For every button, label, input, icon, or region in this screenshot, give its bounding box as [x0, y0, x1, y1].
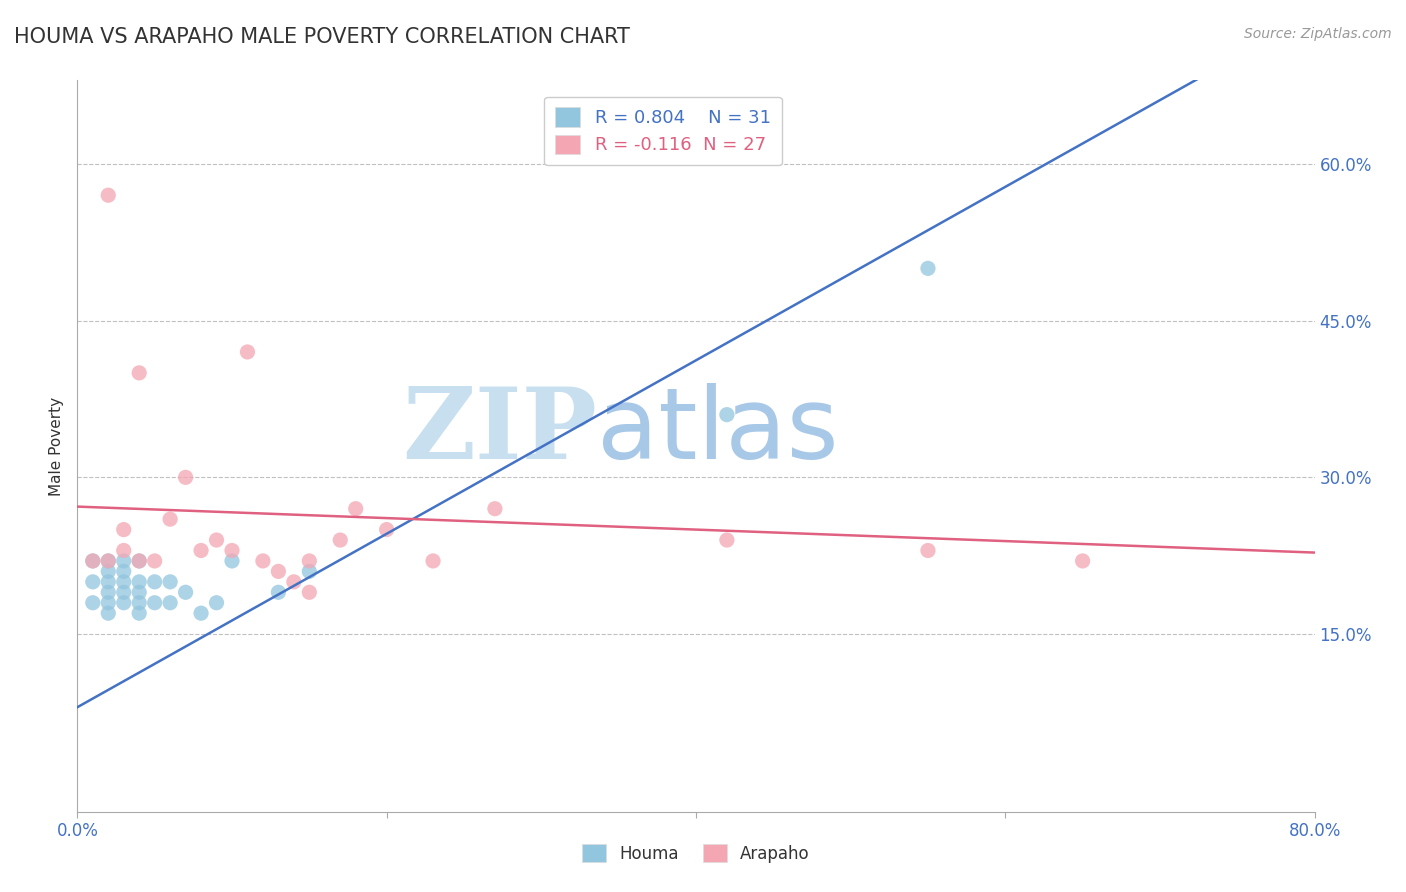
Point [716, 533, 738, 547]
Text: atlas: atlas [598, 383, 838, 480]
Point [128, 596, 150, 610]
Point [128, 554, 150, 568]
Point [82, 554, 104, 568]
Point [205, 596, 228, 610]
Point [97, 606, 120, 620]
Point [221, 543, 243, 558]
Point [174, 470, 197, 484]
Point [298, 565, 321, 579]
Point [82, 554, 104, 568]
Point [143, 554, 166, 568]
Point [1071, 554, 1094, 568]
Point [97, 565, 120, 579]
Point [128, 606, 150, 620]
Point [190, 543, 212, 558]
Point [917, 261, 939, 276]
Point [128, 585, 150, 599]
Point [128, 554, 150, 568]
Point [174, 585, 197, 599]
Point [159, 574, 181, 589]
Point [344, 501, 367, 516]
Point [112, 523, 135, 537]
Point [97, 596, 120, 610]
Legend: Houma, Arapaho: Houma, Arapaho [575, 838, 817, 869]
Point [143, 574, 166, 589]
Point [221, 554, 243, 568]
Point [329, 533, 352, 547]
Point [917, 543, 939, 558]
Text: HOUMA VS ARAPAHO MALE POVERTY CORRELATION CHART: HOUMA VS ARAPAHO MALE POVERTY CORRELATIO… [14, 27, 630, 46]
Point [159, 596, 181, 610]
Point [112, 554, 135, 568]
Point [128, 574, 150, 589]
Y-axis label: Male Poverty: Male Poverty [49, 396, 65, 496]
Point [82, 574, 104, 589]
Point [97, 554, 120, 568]
Point [112, 543, 135, 558]
Point [112, 565, 135, 579]
Point [252, 554, 274, 568]
Text: ZIP: ZIP [402, 383, 598, 480]
Point [143, 596, 166, 610]
Point [97, 585, 120, 599]
Point [375, 523, 398, 537]
Point [128, 366, 150, 380]
Point [97, 574, 120, 589]
Point [267, 585, 290, 599]
Point [422, 554, 444, 568]
Point [267, 565, 290, 579]
Point [484, 501, 506, 516]
Point [82, 596, 104, 610]
Point [97, 188, 120, 202]
Point [298, 554, 321, 568]
Point [159, 512, 181, 526]
Point [112, 574, 135, 589]
Point [97, 554, 120, 568]
Point [283, 574, 305, 589]
Point [190, 606, 212, 620]
Point [112, 596, 135, 610]
Point [112, 585, 135, 599]
Point [716, 408, 738, 422]
Point [205, 533, 228, 547]
Point [236, 345, 259, 359]
Point [298, 585, 321, 599]
Text: Source: ZipAtlas.com: Source: ZipAtlas.com [1244, 27, 1392, 41]
